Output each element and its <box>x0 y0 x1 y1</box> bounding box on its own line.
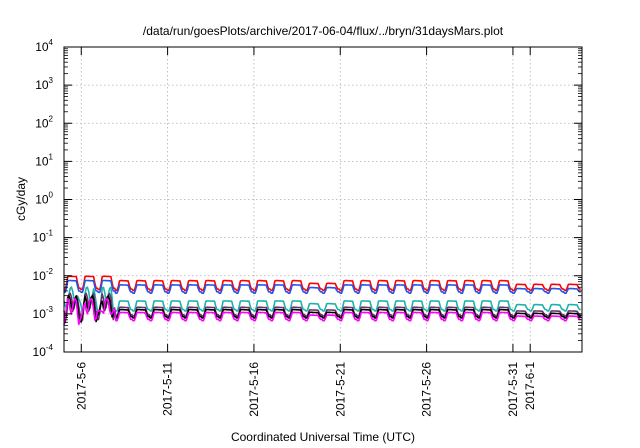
x-axis: 2017-5-6 2017-5-11 2017-5-16 2017-5-21 2017-… <box>74 47 537 417</box>
x-tick-label: 2017-5-26 <box>420 362 434 417</box>
series-line-2 <box>63 286 581 316</box>
y-tick-label: 10-4 <box>33 343 54 359</box>
x-tick-label: 2017-5-11 <box>161 362 175 416</box>
y-tick-label: 102 <box>35 114 53 130</box>
y-tick-label: 10-1 <box>33 229 54 245</box>
y-axis-label: cGy/day <box>14 177 28 221</box>
series-line-5 <box>63 297 581 326</box>
x-tick-label: 2017-5-31 <box>506 362 520 417</box>
grid-lines <box>64 47 582 352</box>
x-tick-label: 2017-6-1 <box>523 362 537 410</box>
series-line-4 <box>63 294 581 324</box>
y-tick-label: 100 <box>35 191 53 207</box>
series-line-1 <box>64 279 581 294</box>
x-tick-label: 2017-5-16 <box>247 362 261 417</box>
x-tick-label: 2017-5-6 <box>74 362 88 410</box>
series-line-0 <box>64 275 581 292</box>
y-tick-label: 104 <box>35 38 53 54</box>
y-tick-label: 101 <box>35 152 53 168</box>
x-tick-label: 2017-5-21 <box>333 362 347 417</box>
x-axis-label: Coordinated Universal Time (UTC) <box>231 430 415 444</box>
y-tick-label: 103 <box>35 76 53 92</box>
series-line-3 <box>63 292 581 321</box>
y-axis: 10-4 10-3 10-2 10-1 100 101 102 103 104 <box>33 38 582 359</box>
chart-title: /data/run/goesPlots/archive/2017-06-04/f… <box>143 24 504 38</box>
y-tick-label: 10-2 <box>33 267 54 283</box>
series-lines <box>63 275 581 326</box>
y-tick-label: 10-3 <box>33 305 54 321</box>
